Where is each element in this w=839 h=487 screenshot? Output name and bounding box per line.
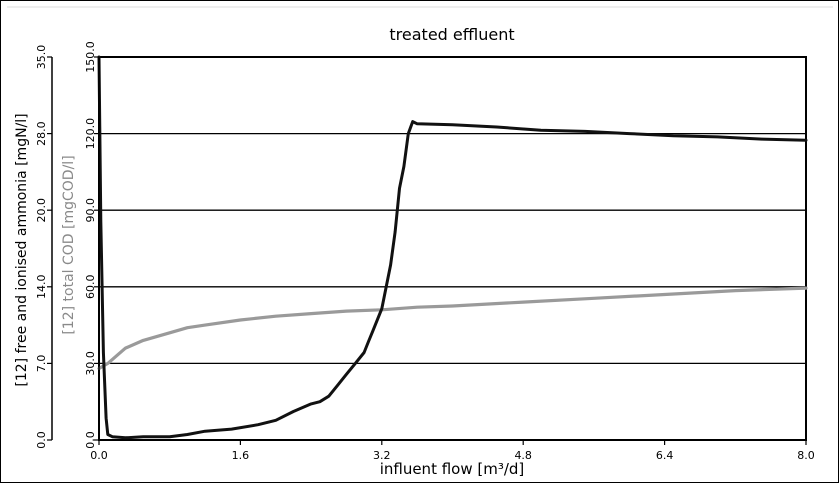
cod-tick-label: 30.0 [84, 351, 97, 376]
x-tick-label: 1.6 [232, 449, 250, 462]
cod-tick-label: 90.0 [84, 198, 97, 223]
ammonia-tick-label: 0.0 [35, 431, 48, 449]
series-layer [97, 55, 808, 440]
cod-tick-label: 120.0 [84, 118, 97, 150]
x-tick-label: 0.0 [90, 449, 108, 462]
cod-axis-ticks: 0.0 30.0 60.0 90.0 120.0 150.0 [84, 41, 99, 449]
cod-tick-label: 60.0 [84, 275, 97, 300]
ammonia-axis-ticks: 0.0 7.0 14.0 20.0 28.0 35.0 [35, 45, 52, 449]
x-tick-label: 3.2 [373, 449, 391, 462]
ammonia-line [97, 55, 808, 440]
ammonia-tick-label: 20.0 [35, 198, 48, 223]
cod-axis-label: [12] total COD [mgCOD/l] [61, 155, 77, 334]
cod-tick-label: 150.0 [84, 41, 97, 73]
x-axis-ticks: 0.0 1.6 3.2 4.8 6.4 8.0 [90, 440, 815, 462]
ammonia-axis-label: [12] free and ionised ammonia [mgN/l] [14, 113, 30, 386]
cod-tick-label: 0.0 [84, 431, 97, 449]
ammonia-tick-label: 7.0 [35, 355, 48, 373]
x-tick-label: 8.0 [797, 449, 815, 462]
ammonia-tick-label: 14.0 [35, 275, 48, 300]
x-tick-label: 6.4 [656, 449, 674, 462]
ammonia-tick-label: 35.0 [35, 45, 48, 70]
x-axis-label: influent flow [m³/d] [380, 460, 525, 478]
chart-title: treated effluent [389, 25, 514, 44]
grid [99, 132, 806, 365]
ammonia-tick-label: 28.0 [35, 121, 48, 146]
x-tick-label: 4.8 [514, 449, 532, 462]
total-cod-line [97, 286, 808, 371]
